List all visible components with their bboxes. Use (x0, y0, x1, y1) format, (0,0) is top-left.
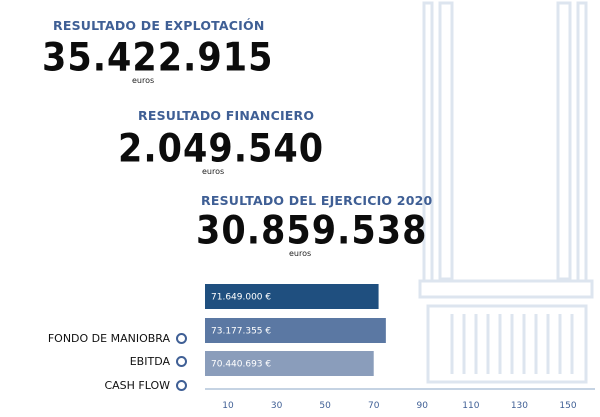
kpi-title-explotacion: RESULTADO DE EXPLOTACIÓN (53, 18, 265, 33)
bar-value-label: 73.177.355 € (211, 327, 271, 337)
x-tick-label: 50 (319, 401, 331, 411)
kpi-value-ejercicio: 30.859.538 (196, 209, 428, 254)
legend-item-ebitda: EBITDA (130, 354, 187, 368)
legend-marker-icon (176, 379, 187, 391)
x-tick-label: 70 (368, 401, 380, 411)
x-tick-label: 110 (462, 401, 479, 411)
legend-item-cash-flow: CASH FLOW (104, 378, 187, 392)
bar-cash-flow (205, 351, 374, 376)
bar-ebitda (205, 318, 386, 343)
legend-label: FONDO DE MANIOBRA (47, 331, 170, 345)
kpi-title-ejercicio: RESULTADO DEL EJERCICIO 2020 (201, 193, 433, 208)
kpi-value-financiero: 2.049.540 (118, 127, 325, 172)
legend-item-fondo-de-maniobra: FONDO DE MANIOBRA (48, 331, 187, 345)
legend-marker-icon (176, 355, 187, 367)
x-tick-label: 30 (271, 401, 283, 411)
x-tick-label: 10 (222, 401, 234, 411)
x-tick-label: 150 (559, 401, 576, 411)
bar-fondo-de-maniobra (205, 284, 379, 309)
bar-value-label: 71.649.000 € (211, 293, 271, 303)
bar-value-label: 70.440.693 € (211, 360, 271, 370)
legend-marker-icon (176, 332, 187, 344)
kpi-value-explotacion: 35.422.915 (42, 36, 274, 81)
x-tick-label: 90 (417, 401, 429, 411)
legend-label: EBITDA (129, 354, 170, 368)
x-tick-label: 130 (511, 401, 528, 411)
kpi-title-financiero: RESULTADO FINANCIERO (138, 108, 315, 123)
kpi-unit-explotacion: euros (132, 76, 155, 85)
kpi-unit-ejercicio: euros (289, 249, 312, 258)
legend-label: CASH FLOW (104, 378, 170, 392)
kpi-unit-financiero: euros (202, 167, 225, 176)
